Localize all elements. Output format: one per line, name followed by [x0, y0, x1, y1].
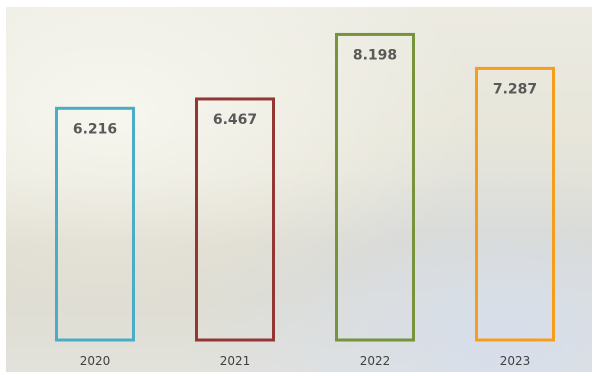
bar-2020 — [55, 106, 135, 342]
x-tick-label-2022: 2022 — [360, 354, 391, 368]
bar-2022 — [335, 32, 415, 342]
chart-area: 6.216 6.467 8.198 7.287 2020 2021 2022 2023 — [6, 7, 592, 372]
bar-2021 — [195, 97, 275, 342]
value-labels-layer: 6.216 6.467 8.198 7.287 — [73, 47, 537, 137]
value-label-2020: 6.216 — [73, 121, 117, 137]
bar-2023 — [475, 66, 555, 342]
value-label-2023: 7.287 — [493, 81, 537, 97]
x-tick-label-2021: 2021 — [220, 354, 251, 368]
value-label-2021: 6.467 — [213, 112, 257, 128]
value-label-2022: 8.198 — [353, 47, 397, 63]
x-axis-tick-labels: 2020 2021 2022 2023 — [80, 354, 531, 368]
bar-chart: 6.216 6.467 8.198 7.287 2020 2021 2022 2023 — [55, 32, 555, 368]
x-tick-label-2020: 2020 — [80, 354, 111, 368]
bars-layer — [55, 32, 555, 342]
x-tick-label-2023: 2023 — [500, 354, 531, 368]
